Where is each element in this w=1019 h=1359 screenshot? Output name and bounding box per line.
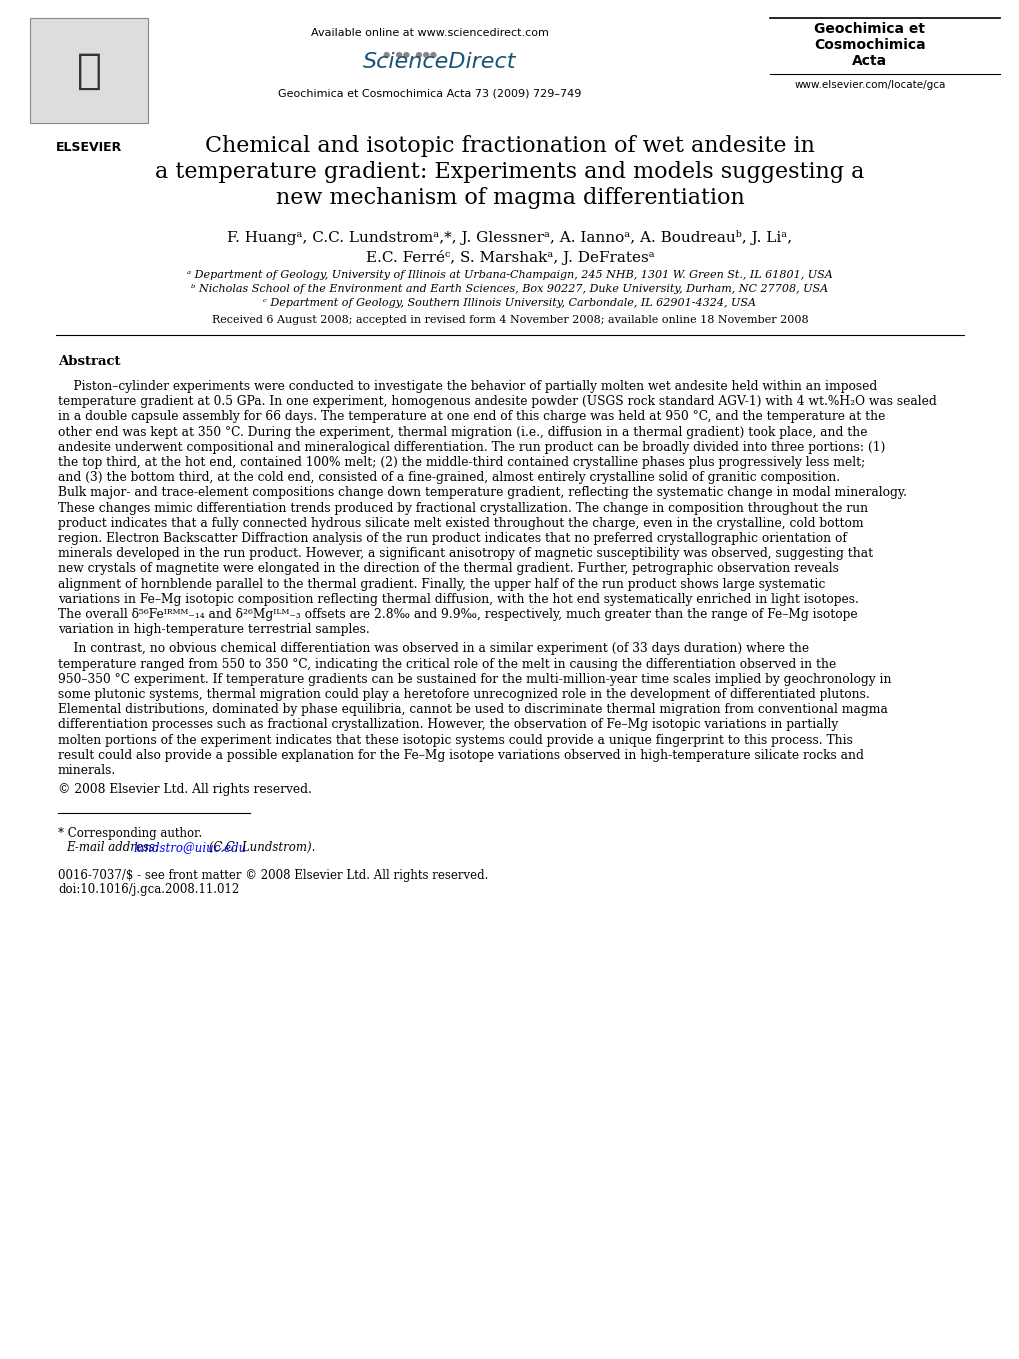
Text: © 2008 Elsevier Ltd. All rights reserved.: © 2008 Elsevier Ltd. All rights reserved… <box>58 783 312 796</box>
Text: E-mail address:: E-mail address: <box>66 841 162 855</box>
Text: 0016-7037/$ - see front matter © 2008 Elsevier Ltd. All rights reserved.: 0016-7037/$ - see front matter © 2008 El… <box>58 870 488 882</box>
Text: Piston–cylinder experiments were conducted to investigate the behavior of partia: Piston–cylinder experiments were conduct… <box>58 381 876 393</box>
Text: ELSEVIER: ELSEVIER <box>56 141 122 154</box>
Text: ᵃ Department of Geology, University of Illinois at Urbana-Champaign, 245 NHB, 13: ᵃ Department of Geology, University of I… <box>186 270 833 280</box>
Text: a temperature gradient: Experiments and models suggesting a: a temperature gradient: Experiments and … <box>155 160 864 183</box>
Text: 950–350 °C experiment. If temperature gradients can be sustained for the multi-m: 950–350 °C experiment. If temperature gr… <box>58 673 891 686</box>
Text: ●  ●●  ●●●: ● ●● ●●● <box>382 50 436 58</box>
Text: variations in Fe–Mg isotopic composition reflecting thermal diffusion, with the : variations in Fe–Mg isotopic composition… <box>58 593 858 606</box>
Text: minerals.: minerals. <box>58 764 116 777</box>
Text: Chemical and isotopic fractionation of wet andesite in: Chemical and isotopic fractionation of w… <box>205 135 814 158</box>
Text: (C.C. Lundstrom).: (C.C. Lundstrom). <box>205 841 315 855</box>
Text: Geochimica et: Geochimica et <box>814 22 924 35</box>
Text: temperature ranged from 550 to 350 °C, indicating the critical role of the melt : temperature ranged from 550 to 350 °C, i… <box>58 658 836 670</box>
Text: doi:10.1016/j.gca.2008.11.012: doi:10.1016/j.gca.2008.11.012 <box>58 883 239 896</box>
Text: product indicates that a fully connected hydrous silicate melt existed throughou: product indicates that a fully connected… <box>58 516 863 530</box>
Text: 🌳: 🌳 <box>76 49 102 91</box>
Text: new crystals of magnetite were elongated in the direction of the thermal gradien: new crystals of magnetite were elongated… <box>58 563 838 575</box>
Text: These changes mimic differentiation trends produced by fractional crystallizatio: These changes mimic differentiation tren… <box>58 501 867 515</box>
Text: ScienceDirect: ScienceDirect <box>363 52 517 72</box>
Text: in a double capsule assembly for 66 days. The temperature at one end of this cha: in a double capsule assembly for 66 days… <box>58 410 884 424</box>
Text: Available online at www.sciencedirect.com: Available online at www.sciencedirect.co… <box>311 29 548 38</box>
Text: the top third, at the hot end, contained 100% melt; (2) the middle-third contain: the top third, at the hot end, contained… <box>58 457 864 469</box>
Text: Geochimica et Cosmochimica Acta 73 (2009) 729–749: Geochimica et Cosmochimica Acta 73 (2009… <box>278 88 581 98</box>
Text: temperature gradient at 0.5 GPa. In one experiment, homogenous andesite powder (: temperature gradient at 0.5 GPa. In one … <box>58 395 935 408</box>
Text: variation in high-temperature terrestrial samples.: variation in high-temperature terrestria… <box>58 624 370 636</box>
Text: and (3) the bottom third, at the cold end, consisted of a fine-grained, almost e: and (3) the bottom third, at the cold en… <box>58 472 840 484</box>
Text: molten portions of the experiment indicates that these isotopic systems could pr: molten portions of the experiment indica… <box>58 734 852 746</box>
Text: some plutonic systems, thermal migration could play a heretofore unrecognized ro: some plutonic systems, thermal migration… <box>58 688 869 701</box>
Text: * Corresponding author.: * Corresponding author. <box>58 828 202 840</box>
Text: F. Huangᵃ, C.C. Lundstromᵃ,*, J. Glessnerᵃ, A. Iannoᵃ, A. Boudreauᵇ, J. Liᵃ,: F. Huangᵃ, C.C. Lundstromᵃ,*, J. Glessne… <box>227 230 792 245</box>
Text: In contrast, no obvious chemical differentiation was observed in a similar exper: In contrast, no obvious chemical differe… <box>58 643 808 655</box>
Text: lundstro@uiuc.edu: lundstro@uiuc.edu <box>133 841 247 855</box>
Text: Bulk major- and trace-element compositions change down temperature gradient, ref: Bulk major- and trace-element compositio… <box>58 487 906 499</box>
Text: alignment of hornblende parallel to the thermal gradient. Finally, the upper hal: alignment of hornblende parallel to the … <box>58 578 824 591</box>
Text: Cosmochimica: Cosmochimica <box>813 38 925 52</box>
Text: ᵇ Nicholas School of the Environment and Earth Sciences, Box 90227, Duke Univers: ᵇ Nicholas School of the Environment and… <box>192 284 827 294</box>
Text: minerals developed in the run product. However, a significant anisotropy of magn: minerals developed in the run product. H… <box>58 548 872 560</box>
Text: The overall δ⁵⁶Feᴵᴿᴹᴹ₋₁₄ and δ²⁶Mgᴵᴸᴹ₋₃ offsets are 2.8‰ and 9.9‰, respectively,: The overall δ⁵⁶Feᴵᴿᴹᴹ₋₁₄ and δ²⁶Mgᴵᴸᴹ₋₃ … <box>58 607 857 621</box>
Text: other end was kept at 350 °C. During the experiment, thermal migration (i.e., di: other end was kept at 350 °C. During the… <box>58 425 866 439</box>
Text: Acta: Acta <box>852 54 887 68</box>
Text: region. Electron Backscatter Diffraction analysis of the run product indicates t: region. Electron Backscatter Diffraction… <box>58 531 846 545</box>
Text: andesite underwent compositional and mineralogical differentiation. The run prod: andesite underwent compositional and min… <box>58 440 884 454</box>
Text: E.C. Ferréᶜ, S. Marshakᵃ, J. DeFratesᵃ: E.C. Ferréᶜ, S. Marshakᵃ, J. DeFratesᵃ <box>365 250 654 265</box>
FancyBboxPatch shape <box>30 18 148 124</box>
Text: ᶜ Department of Geology, Southern Illinois University, Carbondale, IL 62901-4324: ᶜ Department of Geology, Southern Illino… <box>263 298 756 308</box>
Text: www.elsevier.com/locate/gca: www.elsevier.com/locate/gca <box>794 80 945 90</box>
Text: Elemental distributions, dominated by phase equilibria, cannot be used to discri: Elemental distributions, dominated by ph… <box>58 703 887 716</box>
Text: Received 6 August 2008; accepted in revised form 4 November 2008; available onli: Received 6 August 2008; accepted in revi… <box>212 315 807 325</box>
Text: differentiation processes such as fractional crystallization. However, the obser: differentiation processes such as fracti… <box>58 719 838 731</box>
Text: Abstract: Abstract <box>58 355 120 368</box>
Text: new mechanism of magma differentiation: new mechanism of magma differentiation <box>275 188 744 209</box>
Text: result could also provide a possible explanation for the Fe–Mg isotope variation: result could also provide a possible exp… <box>58 749 863 762</box>
